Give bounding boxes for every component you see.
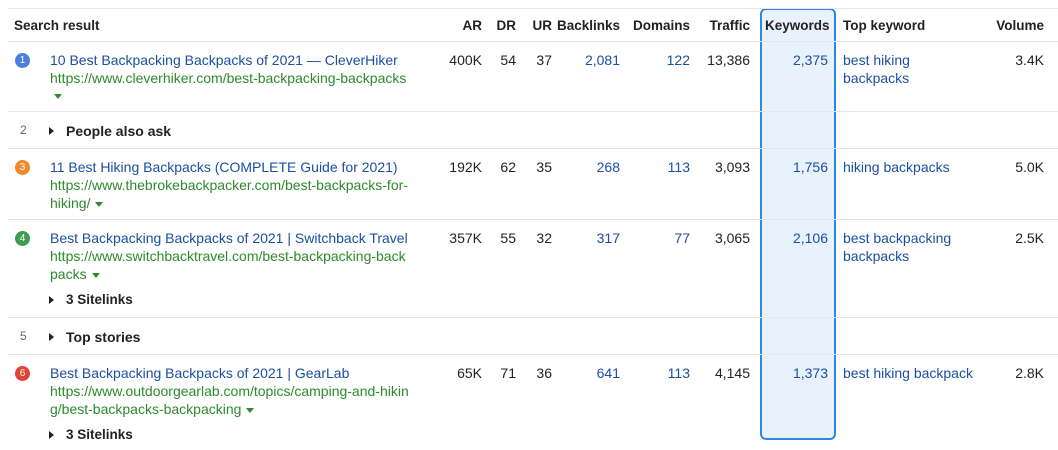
ur-value: 37 <box>536 52 552 68</box>
header-search-result[interactable]: Search result <box>14 18 100 33</box>
keywords-link[interactable]: 2,375 <box>792 52 828 68</box>
header-ur[interactable]: UR <box>532 18 553 33</box>
header-dr[interactable]: DR <box>496 18 517 33</box>
ur-value: 35 <box>536 159 552 175</box>
domains-link[interactable]: 113 <box>667 159 690 175</box>
ar-value: 357K <box>449 230 482 246</box>
traffic-value: 4,145 <box>714 365 750 381</box>
backlinks-link[interactable]: 641 <box>596 365 620 381</box>
sitelinks-toggle[interactable]: 3 Sitelinks <box>66 427 133 442</box>
header-traffic[interactable]: Traffic <box>709 18 750 33</box>
top-stories-toggle[interactable]: Top stories <box>66 329 141 345</box>
volume-value: 2.5K <box>1015 230 1044 246</box>
caret-right-icon[interactable] <box>49 127 54 135</box>
volume-value: 5.0K <box>1015 159 1044 175</box>
result-url[interactable]: https://www.outdoorgearlab.com/topics/ca… <box>50 383 409 417</box>
volume-value: 2.8K <box>1015 365 1044 381</box>
keywords-column-highlight <box>760 8 836 440</box>
header-volume[interactable]: Volume <box>996 18 1044 33</box>
ur-value: 32 <box>536 230 552 246</box>
ar-value: 192K <box>449 159 482 175</box>
domains-link[interactable]: 113 <box>667 365 690 381</box>
position-badge: 6 <box>15 366 30 381</box>
traffic-value: 3,065 <box>714 230 750 246</box>
caret-down-icon[interactable] <box>95 201 104 207</box>
position-number: 5 <box>20 329 27 343</box>
keywords-link[interactable]: 2,106 <box>792 230 828 246</box>
domains-link[interactable]: 122 <box>666 52 690 68</box>
position-badge: 4 <box>15 231 30 246</box>
backlinks-link[interactable]: 268 <box>596 159 620 175</box>
dr-value: 62 <box>500 159 516 175</box>
table-row: 1 10 Best Backpacking Backpacks of 2021 … <box>8 41 1058 111</box>
caret-down-icon[interactable] <box>246 407 255 413</box>
result-title-link[interactable]: Best Backpacking Backpacks of 2021 | Gea… <box>50 365 350 381</box>
dr-value: 54 <box>500 52 516 68</box>
caret-down-icon[interactable] <box>54 93 62 99</box>
top-keyword-link[interactable]: best hiking backpack <box>843 365 973 381</box>
traffic-value: 3,093 <box>714 159 750 175</box>
table-row-serp-feature: 5 Top stories <box>8 317 1058 354</box>
result-url[interactable]: https://www.switchbacktravel.com/best-ba… <box>50 248 406 282</box>
table-row: 4 Best Backpacking Backpacks of 2021 | S… <box>8 219 1058 317</box>
header-top-keyword[interactable]: Top keyword <box>843 18 926 33</box>
url-dropdown[interactable] <box>50 87 62 103</box>
ar-value: 65K <box>457 365 482 381</box>
result-url[interactable]: https://www.cleverhiker.com/best-backpac… <box>50 70 407 86</box>
table-row-serp-feature: 2 People also ask <box>8 111 1058 148</box>
position-number: 2 <box>20 123 27 137</box>
volume-value: 3.4K <box>1015 52 1044 68</box>
result-title-link[interactable]: 11 Best Hiking Backpacks (COMPLETE Guide… <box>50 159 398 175</box>
traffic-value: 13,386 <box>707 52 750 68</box>
header-keywords[interactable]: Keywords <box>765 18 830 33</box>
dr-value: 71 <box>500 365 516 381</box>
keywords-link[interactable]: 1,756 <box>792 159 828 175</box>
caret-right-icon[interactable] <box>49 333 54 341</box>
people-also-ask-toggle[interactable]: People also ask <box>66 123 172 139</box>
keywords-link[interactable]: 1,373 <box>792 365 828 381</box>
table-header-row: Search result AR DR UR Backlinks Domains… <box>8 8 1058 41</box>
caret-right-icon[interactable] <box>49 296 54 304</box>
backlinks-link[interactable]: 317 <box>596 230 620 246</box>
top-keyword-link[interactable]: best backpacking backpacks <box>843 230 952 264</box>
caret-right-icon[interactable] <box>49 431 54 439</box>
backlinks-link[interactable]: 2,081 <box>584 52 620 68</box>
top-keyword-link[interactable]: hiking backpacks <box>843 159 950 175</box>
position-badge: 1 <box>15 53 30 68</box>
sitelinks-toggle[interactable]: 3 Sitelinks <box>66 292 133 307</box>
caret-down-icon[interactable] <box>91 272 100 278</box>
ur-value: 36 <box>536 365 552 381</box>
header-backlinks[interactable]: Backlinks <box>556 18 620 33</box>
domains-link[interactable]: 77 <box>674 230 690 246</box>
header-ar[interactable]: AR <box>462 18 483 33</box>
table-row: 3 11 Best Hiking Backpacks (COMPLETE Gui… <box>8 148 1058 219</box>
result-title-link[interactable]: 10 Best Backpacking Backpacks of 2021 — … <box>50 52 398 68</box>
table-row: 6 Best Backpacking Backpacks of 2021 | G… <box>8 354 1058 450</box>
ar-value: 400K <box>449 52 482 68</box>
result-url[interactable]: https://www.thebrokebackpacker.com/best-… <box>50 177 408 211</box>
dr-value: 55 <box>500 230 516 246</box>
position-badge: 3 <box>15 160 30 175</box>
top-keyword-link[interactable]: best hiking backpacks <box>843 52 910 86</box>
header-domains[interactable]: Domains <box>632 18 690 33</box>
result-title-link[interactable]: Best Backpacking Backpacks of 2021 | Swi… <box>50 230 408 246</box>
